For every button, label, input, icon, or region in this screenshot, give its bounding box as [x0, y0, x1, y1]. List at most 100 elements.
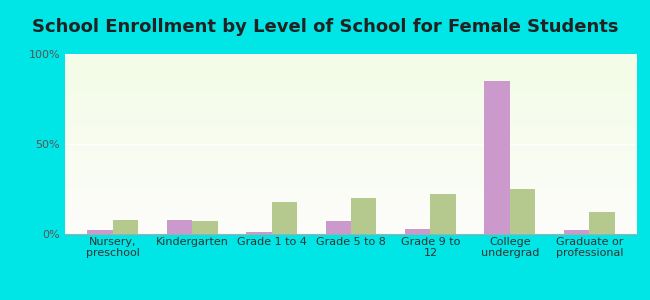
Bar [65, 155, 650, 157]
Bar [65, 229, 650, 230]
Bar [65, 128, 650, 130]
Bar [564, 230, 590, 234]
Bar [65, 61, 650, 63]
Bar [65, 160, 650, 162]
Bar [65, 131, 650, 133]
Bar [65, 133, 650, 135]
Bar [65, 153, 650, 155]
Bar [326, 221, 351, 234]
Bar [65, 103, 650, 104]
Bar [65, 144, 650, 146]
Bar [65, 191, 650, 193]
Bar [65, 185, 650, 187]
Bar [65, 104, 650, 106]
Bar [65, 146, 650, 148]
Bar [65, 151, 650, 153]
Bar [65, 139, 650, 140]
Bar [65, 85, 650, 86]
Bar [65, 214, 650, 216]
Bar [65, 135, 650, 137]
Bar [65, 230, 650, 232]
Bar [65, 130, 650, 131]
Bar [65, 169, 650, 171]
Bar [65, 54, 650, 56]
Bar [65, 232, 650, 234]
Bar [87, 230, 112, 234]
Bar [246, 232, 272, 234]
Bar [65, 184, 650, 185]
Bar [65, 113, 650, 115]
Bar [65, 70, 650, 72]
Bar [65, 220, 650, 221]
Bar [65, 94, 650, 95]
Bar [272, 202, 297, 234]
Bar [430, 194, 456, 234]
Bar [65, 193, 650, 194]
Bar [65, 218, 650, 220]
Bar [65, 74, 650, 76]
Bar [65, 142, 650, 144]
Bar [65, 56, 650, 58]
Bar [65, 88, 650, 90]
Text: School Enrollment by Level of School for Female Students: School Enrollment by Level of School for… [32, 18, 618, 36]
Bar [65, 148, 650, 149]
Bar [65, 162, 650, 164]
Bar [65, 108, 650, 110]
Bar [65, 67, 650, 68]
Bar [65, 212, 650, 214]
Bar [65, 92, 650, 94]
Bar [192, 221, 218, 234]
Bar [65, 117, 650, 119]
Bar [65, 83, 650, 85]
Bar [65, 95, 650, 97]
Bar [65, 203, 650, 205]
Bar [65, 216, 650, 218]
Bar [65, 157, 650, 158]
Bar [65, 176, 650, 178]
Bar [65, 180, 650, 182]
Bar [65, 196, 650, 198]
Bar [65, 90, 650, 92]
Bar [65, 59, 650, 61]
Bar [65, 79, 650, 81]
Bar [65, 178, 650, 180]
Bar [65, 68, 650, 70]
Bar [351, 198, 376, 234]
Bar [166, 220, 192, 234]
Bar [65, 58, 650, 59]
Bar [65, 77, 650, 79]
Bar [65, 122, 650, 124]
Bar [65, 223, 650, 225]
Bar [65, 167, 650, 169]
Bar [65, 221, 650, 223]
Bar [405, 229, 430, 234]
Bar [65, 101, 650, 103]
Bar [65, 76, 650, 77]
Bar [65, 99, 650, 101]
Bar [65, 124, 650, 126]
Bar [65, 119, 650, 121]
Bar [65, 200, 650, 202]
Bar [510, 189, 536, 234]
Bar [65, 121, 650, 122]
Bar [65, 86, 650, 88]
Bar [65, 173, 650, 175]
Bar [65, 158, 650, 160]
Bar [65, 205, 650, 207]
Bar [65, 227, 650, 229]
Bar [65, 97, 650, 99]
Bar [65, 112, 650, 113]
Bar [65, 171, 650, 173]
Bar [112, 220, 138, 234]
Bar [65, 65, 650, 67]
Bar [65, 140, 650, 142]
Bar [65, 207, 650, 209]
Bar [65, 175, 650, 176]
Bar [65, 225, 650, 227]
Bar [484, 81, 510, 234]
Bar [65, 198, 650, 200]
Bar [65, 187, 650, 189]
Bar [65, 137, 650, 139]
Bar [65, 194, 650, 196]
Bar [65, 211, 650, 212]
